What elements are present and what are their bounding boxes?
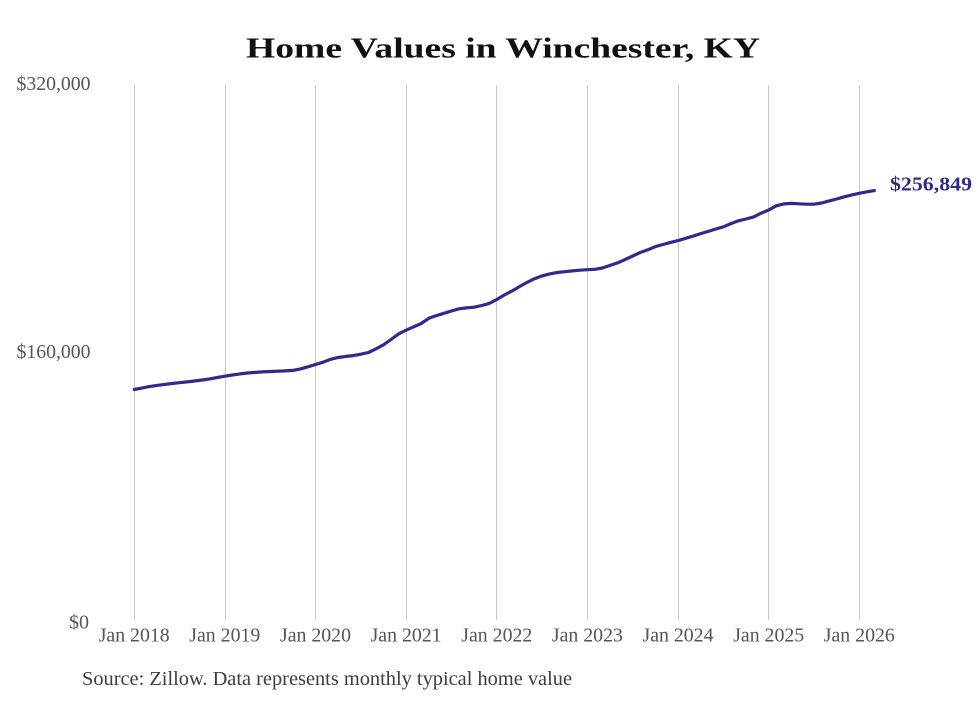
svg-text:Jan 2025: Jan 2025 [733, 625, 804, 647]
svg-text:Home Values in Winchester, KY: Home Values in Winchester, KY [246, 34, 760, 65]
svg-text:Jan 2018: Jan 2018 [99, 625, 170, 647]
svg-text:$256,849: $256,849 [890, 174, 972, 196]
svg-text:Jan 2023: Jan 2023 [552, 625, 623, 647]
svg-text:Jan 2020: Jan 2020 [280, 625, 351, 647]
svg-text:Jan 2024: Jan 2024 [643, 625, 714, 647]
svg-text:$160,000: $160,000 [17, 341, 91, 363]
svg-text:Jan 2026: Jan 2026 [824, 625, 895, 647]
svg-text:$320,000: $320,000 [17, 73, 91, 95]
svg-text:Jan 2021: Jan 2021 [371, 625, 442, 647]
svg-text:Jan 2022: Jan 2022 [461, 625, 532, 647]
svg-text:Jan 2019: Jan 2019 [189, 625, 260, 647]
svg-text:$0: $0 [69, 612, 89, 634]
svg-text:Source: Zillow. Data represent: Source: Zillow. Data represents monthly … [82, 668, 572, 690]
